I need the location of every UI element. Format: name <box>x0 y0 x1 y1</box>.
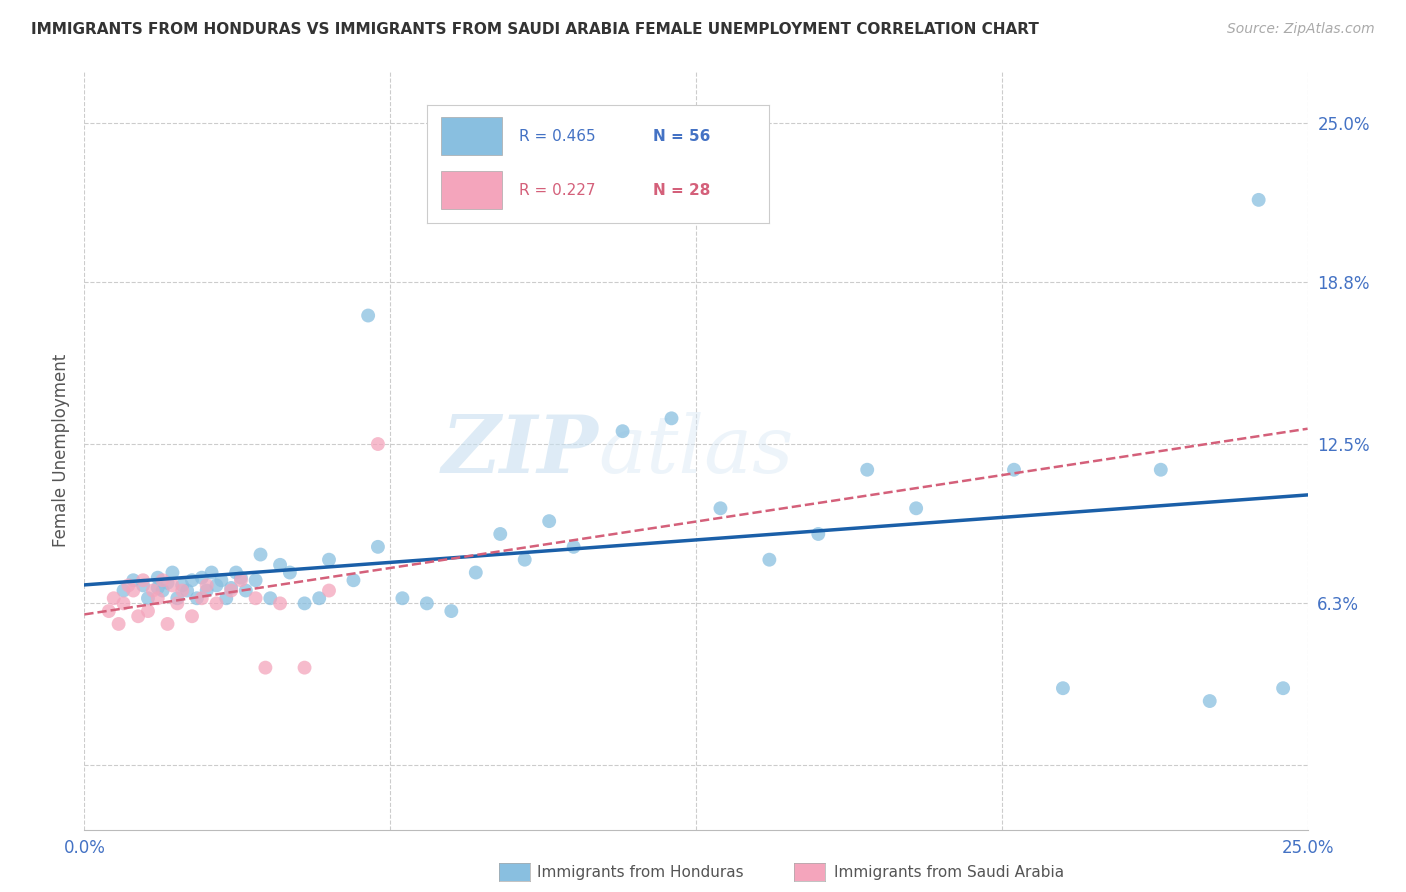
Y-axis label: Female Unemployment: Female Unemployment <box>52 354 70 547</box>
Point <box>367 540 389 554</box>
Point <box>807 527 830 541</box>
Point <box>294 660 316 674</box>
Point <box>142 583 165 598</box>
Point <box>181 609 204 624</box>
Point <box>357 309 380 323</box>
Point <box>318 583 340 598</box>
Point <box>225 566 247 580</box>
Point <box>146 571 169 585</box>
Point <box>308 591 330 606</box>
Point <box>181 574 204 588</box>
Point <box>191 571 214 585</box>
Point <box>905 501 928 516</box>
Point <box>136 604 159 618</box>
Text: Immigrants from Saudi Arabia: Immigrants from Saudi Arabia <box>834 865 1064 880</box>
Text: Immigrants from Honduras: Immigrants from Honduras <box>537 865 744 880</box>
Point <box>269 596 291 610</box>
Text: atlas: atlas <box>598 412 793 489</box>
Point <box>215 591 238 606</box>
Point <box>112 596 135 610</box>
Point <box>245 591 267 606</box>
Point <box>195 578 218 592</box>
Point <box>132 574 155 588</box>
Point <box>1052 681 1074 696</box>
Point <box>1198 694 1220 708</box>
Point <box>219 583 242 598</box>
Text: ZIP: ZIP <box>441 412 598 489</box>
Point <box>538 514 561 528</box>
Point <box>205 596 228 610</box>
Point <box>758 552 780 566</box>
Point <box>112 583 135 598</box>
Point <box>117 578 139 592</box>
Point <box>464 566 486 580</box>
Point <box>661 411 683 425</box>
Point <box>254 660 277 674</box>
Point <box>186 591 208 606</box>
Point <box>132 578 155 592</box>
Point <box>229 574 252 588</box>
Point <box>342 574 364 588</box>
Point <box>103 591 125 606</box>
Point <box>195 583 218 598</box>
Point <box>1272 681 1295 696</box>
Point <box>209 574 232 588</box>
Point <box>122 574 145 588</box>
Text: Source: ZipAtlas.com: Source: ZipAtlas.com <box>1227 22 1375 37</box>
Point <box>367 437 389 451</box>
Point <box>152 574 174 588</box>
Point <box>152 583 174 598</box>
Point <box>162 578 184 592</box>
Point <box>122 583 145 598</box>
Point <box>249 548 271 562</box>
Point <box>127 609 149 624</box>
Point <box>156 616 179 631</box>
Point <box>146 591 169 606</box>
Point <box>172 583 194 598</box>
Point <box>245 574 267 588</box>
Point <box>294 596 316 610</box>
Point <box>1150 463 1173 477</box>
Point <box>278 566 301 580</box>
Point <box>172 578 194 592</box>
Point <box>318 552 340 566</box>
Point <box>391 591 413 606</box>
Point <box>416 596 439 610</box>
Point <box>146 581 169 595</box>
Point <box>156 575 179 590</box>
Point <box>1002 463 1025 477</box>
Point <box>191 591 214 606</box>
Point <box>97 604 120 618</box>
Point <box>200 566 222 580</box>
Point <box>612 424 634 438</box>
Point <box>229 571 252 585</box>
Point <box>513 552 536 566</box>
Point <box>1247 193 1270 207</box>
Point <box>176 583 198 598</box>
Point <box>136 591 159 606</box>
Point <box>166 596 188 610</box>
Point <box>489 527 512 541</box>
Point <box>235 583 257 598</box>
Point <box>269 558 291 572</box>
Point <box>856 463 879 477</box>
Point <box>166 591 188 606</box>
Point <box>219 581 242 595</box>
Point <box>259 591 281 606</box>
Point <box>709 501 731 516</box>
Text: IMMIGRANTS FROM HONDURAS VS IMMIGRANTS FROM SAUDI ARABIA FEMALE UNEMPLOYMENT COR: IMMIGRANTS FROM HONDURAS VS IMMIGRANTS F… <box>31 22 1039 37</box>
Point <box>162 566 184 580</box>
Point <box>562 540 585 554</box>
Point <box>440 604 463 618</box>
Point <box>205 578 228 592</box>
Point <box>107 616 129 631</box>
